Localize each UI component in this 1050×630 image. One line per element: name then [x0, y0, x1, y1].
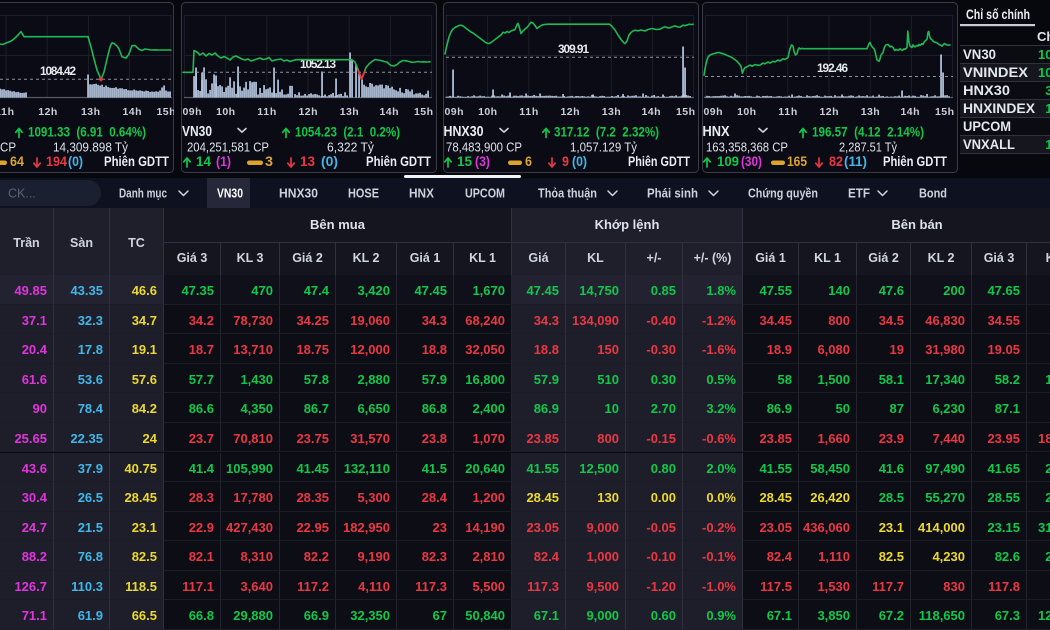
svg-text:ETF: ETF	[848, 186, 870, 201]
svg-text:13h: 13h	[602, 106, 621, 118]
svg-text:1084.42: 1084.42	[40, 64, 76, 78]
svg-text:109: 109	[717, 154, 739, 169]
svg-text:10h: 10h	[216, 106, 235, 118]
svg-text:09h: 09h	[183, 106, 202, 118]
svg-text:Chứng quyền: Chứng quyền	[748, 186, 818, 201]
svg-text:14: 14	[196, 154, 211, 169]
svg-text:15: 15	[457, 154, 472, 169]
svg-text:1091.33: 1091.33	[1038, 65, 1050, 80]
svg-text:13: 13	[300, 154, 315, 169]
svg-text:196.57 (4.12 2.14%): 196.57 (4.12 2.14%)	[812, 124, 924, 140]
svg-text:VN30: VN30	[217, 186, 243, 201]
svg-text:HNX: HNX	[703, 124, 730, 140]
svg-text:3: 3	[265, 154, 274, 169]
svg-text:Chỉ số chính: Chỉ số chính	[966, 7, 1030, 22]
svg-text:(1): (1)	[216, 154, 231, 169]
svg-text:2,287.51 Tỷ: 2,287.51 Tỷ	[839, 140, 897, 155]
svg-text:15h: 15h	[676, 106, 695, 118]
svg-text:15h: 15h	[414, 106, 433, 118]
svg-text:HNXINDEX: HNXINDEX	[963, 101, 1035, 116]
svg-text:15h: 15h	[157, 106, 175, 118]
svg-text:HNX30: HNX30	[963, 83, 1010, 98]
svg-text:HOSE: HOSE	[348, 186, 379, 201]
svg-text:165: 165	[787, 154, 807, 169]
svg-text:Phiên GDTT: Phiên GDTT	[883, 154, 948, 169]
svg-text:Thỏa thuận: Thỏa thuận	[538, 186, 597, 201]
svg-text:317.12 (7.2 2.32%): 317.12 (7.2 2.32%)	[554, 124, 659, 140]
svg-text:317.12: 317.12	[1045, 83, 1050, 98]
svg-text:14,309.898 Tỷ: 14,309.898 Tỷ	[53, 140, 128, 155]
svg-text:14h: 14h	[901, 106, 920, 118]
svg-text:13h: 13h	[340, 106, 359, 118]
svg-text:14h: 14h	[123, 106, 142, 118]
svg-text:196.57: 196.57	[1045, 101, 1050, 116]
svg-text:11h: 11h	[257, 106, 276, 118]
svg-text:Bond: Bond	[919, 186, 947, 201]
svg-text:1,057.129 Tỷ: 1,057.129 Tỷ	[570, 140, 637, 155]
svg-text:(0): (0)	[321, 154, 338, 169]
svg-text:163,358,368 CP: 163,358,368 CP	[706, 140, 788, 155]
svg-text:309.91: 309.91	[558, 42, 589, 56]
svg-text:HNX: HNX	[409, 186, 434, 201]
svg-text:1054.23 (2.1 0.2%): 1054.23 (2.1 0.2%)	[295, 124, 400, 140]
svg-text:CP: CP	[0, 140, 16, 155]
svg-text:Danh mục: Danh mục	[119, 186, 167, 201]
svg-text:11h: 11h	[519, 106, 538, 118]
svg-text:(0): (0)	[572, 154, 587, 169]
svg-text:1091.33 (6.91 0.64%): 1091.33 (6.91 0.64%)	[28, 124, 146, 140]
svg-text:14h: 14h	[642, 106, 661, 118]
svg-text:6: 6	[525, 154, 532, 169]
svg-text:Chỉ số: Chỉ số	[1037, 29, 1050, 44]
svg-text:11h: 11h	[778, 106, 797, 118]
svg-text:(11): (11)	[844, 154, 867, 169]
svg-text:10h: 10h	[737, 106, 756, 118]
svg-text:(30): (30)	[741, 154, 762, 169]
svg-text:Phiên GDTT: Phiên GDTT	[366, 154, 432, 169]
svg-text:6,322 Tỷ: 6,322 Tỷ	[327, 140, 374, 155]
svg-text:09h: 09h	[445, 106, 464, 118]
svg-text:HNX30: HNX30	[444, 124, 484, 140]
svg-text:VN30: VN30	[963, 47, 996, 62]
svg-text:9: 9	[562, 154, 569, 169]
svg-text:1054.23: 1054.23	[1038, 47, 1050, 62]
svg-text:10h: 10h	[478, 106, 497, 118]
svg-text:194: 194	[46, 154, 67, 169]
svg-text:VNXALL: VNXALL	[963, 137, 1015, 152]
svg-text:82: 82	[829, 154, 843, 169]
svg-text:179.06: 179.06	[1045, 137, 1050, 152]
svg-text:09h: 09h	[704, 106, 723, 118]
svg-text:Phiên GDTT: Phiên GDTT	[104, 154, 170, 169]
svg-text:13h: 13h	[81, 106, 100, 118]
svg-text:UPCOM: UPCOM	[465, 186, 505, 201]
svg-text:11h: 11h	[0, 106, 14, 118]
svg-text:UPCOM: UPCOM	[963, 119, 1011, 134]
svg-text:192.46: 192.46	[817, 61, 848, 75]
svg-text:15h: 15h	[935, 106, 954, 118]
svg-text:Phiên GDTT: Phiên GDTT	[628, 154, 691, 169]
svg-text:HNX30: HNX30	[279, 186, 318, 201]
svg-text:78,483,900 CP: 78,483,900 CP	[446, 140, 522, 155]
svg-text:CK...: CK...	[8, 187, 36, 201]
svg-text:VN30: VN30	[182, 124, 212, 140]
svg-text:12h: 12h	[561, 106, 580, 118]
svg-text:64: 64	[10, 154, 24, 169]
svg-text:VNINDEX: VNINDEX	[963, 65, 1028, 80]
svg-text:12h: 12h	[820, 106, 839, 118]
svg-text:(0): (0)	[68, 154, 83, 169]
svg-text:(3): (3)	[475, 154, 490, 169]
svg-text:13h: 13h	[861, 106, 880, 118]
svg-text:12h: 12h	[38, 106, 57, 118]
svg-text:12h: 12h	[299, 106, 318, 118]
svg-text:204,251,581 CP: 204,251,581 CP	[187, 140, 269, 155]
svg-text:Phái sinh: Phái sinh	[647, 186, 698, 201]
svg-text:14h: 14h	[380, 106, 399, 118]
